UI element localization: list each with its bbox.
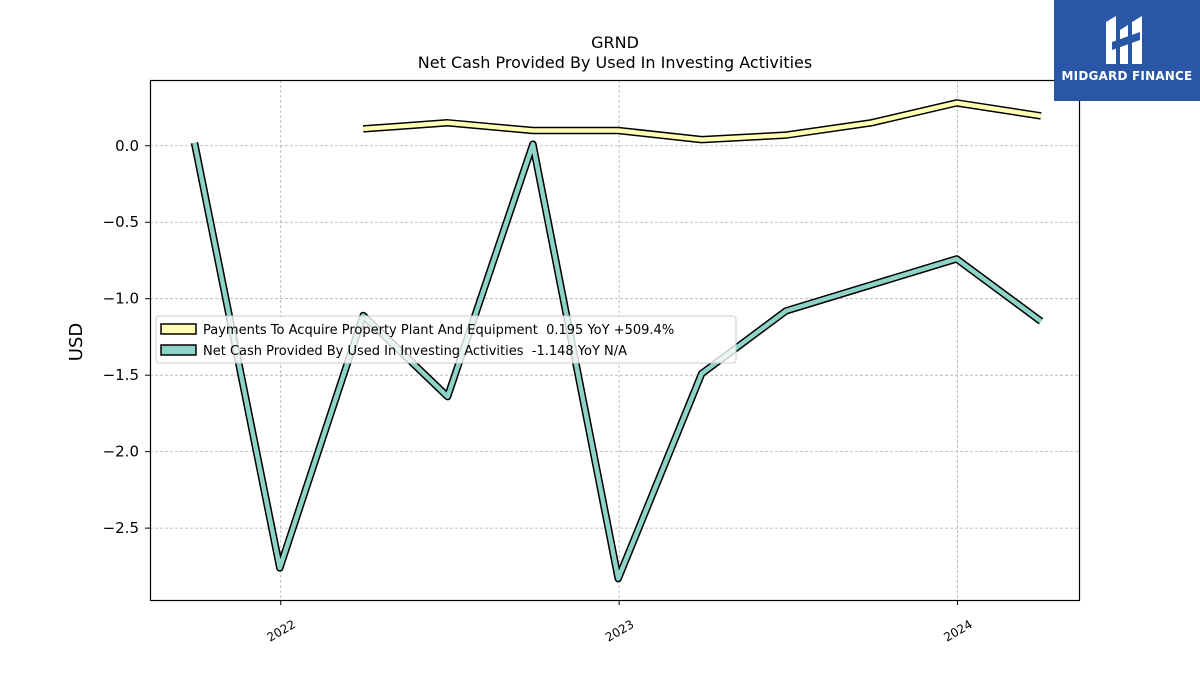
y-tick-label: −0.5 [103, 213, 139, 231]
series-line-0 [363, 100, 1042, 142]
x-axis-ticks: 2022 2023 2024 [265, 600, 975, 645]
series-line-1 [192, 141, 1043, 581]
y-axis-ticks: 0.0 −0.5 −1.0 −1.5 −2.0 −2.5 [103, 137, 150, 537]
y-tick-label: −1.5 [103, 366, 139, 384]
legend-swatch [160, 344, 197, 356]
y-tick-label: −2.5 [103, 519, 139, 537]
x-tick-label: 2024 [941, 617, 974, 644]
y-tick-label: −1.0 [103, 290, 139, 308]
legend: Payments To Acquire Property Plant And E… [155, 315, 737, 364]
legend-label: Net Cash Provided By Used In Investing A… [203, 344, 627, 359]
y-axis-label: USD [66, 323, 87, 361]
chart-title: GRND [591, 33, 639, 52]
legend-box [155, 315, 737, 364]
y-tick-label: 0.0 [115, 137, 139, 155]
legend-label: Payments To Acquire Property Plant And E… [203, 323, 674, 338]
legend-swatch [160, 323, 197, 335]
plot-frame [149, 79, 1081, 602]
y-tick-label: −2.0 [103, 443, 139, 461]
x-tick-label: 2023 [603, 617, 636, 644]
brand-logo: MIDGARD FINANCE [1054, 0, 1200, 101]
brand-name: MIDGARD FINANCE [1061, 69, 1193, 83]
x-tick-label: 2022 [265, 617, 298, 644]
chart-subtitle: Net Cash Provided By Used In Investing A… [418, 53, 812, 72]
series-lines [190, 99, 1044, 583]
midgard-logo-icon [1106, 16, 1142, 64]
